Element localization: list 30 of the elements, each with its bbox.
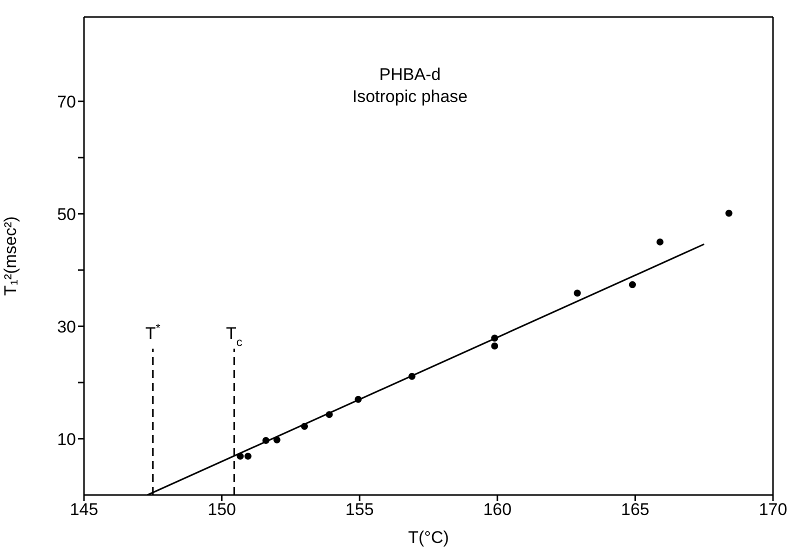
x-tick-label: 145 <box>70 500 98 520</box>
x-axis-title: T(°C) <box>408 528 449 547</box>
point <box>656 238 664 246</box>
point <box>262 436 270 444</box>
point <box>273 436 280 444</box>
x-tick-label: 155 <box>345 500 374 520</box>
point <box>326 411 333 418</box>
point <box>628 281 636 288</box>
x-tick-label: 150 <box>208 500 236 520</box>
y-tick-label: 10 <box>57 430 76 449</box>
x-tick-label: 165 <box>621 500 650 520</box>
series-label: T$^{*}$ <box>145 320 161 343</box>
y-axis-title: T₁²(msec²) <box>1 216 20 296</box>
point <box>725 210 732 217</box>
point <box>491 342 498 350</box>
y-tick-label: 50 <box>57 204 76 224</box>
point <box>408 372 416 380</box>
series-label: T$_{c}$ <box>226 324 242 349</box>
point <box>236 452 244 460</box>
x-tick-label: 170 <box>758 500 788 520</box>
point <box>354 396 362 403</box>
point <box>244 452 252 460</box>
y-tick-label: 30 <box>57 317 76 336</box>
y-tick-label: 70 <box>57 92 76 112</box>
annotation: Isotropic phase <box>351 86 469 108</box>
point <box>574 290 581 297</box>
point <box>300 422 308 430</box>
x-tick-label: 160 <box>483 500 512 520</box>
annotation: PHBA-d <box>378 64 442 86</box>
point <box>491 334 498 342</box>
